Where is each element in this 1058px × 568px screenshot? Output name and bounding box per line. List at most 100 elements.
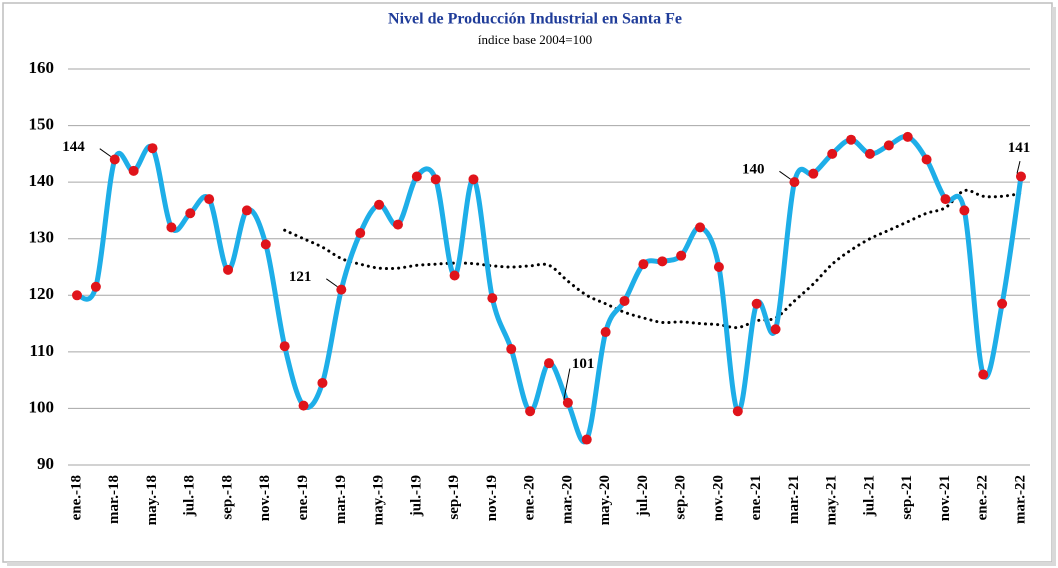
point bbox=[204, 194, 215, 205]
point bbox=[72, 290, 82, 301]
point bbox=[128, 165, 139, 176]
x-tick-label: sep.-20 bbox=[673, 475, 689, 520]
chart-subtitle: índice base 2004=100 bbox=[478, 32, 592, 47]
point bbox=[997, 298, 1008, 309]
point bbox=[732, 406, 743, 417]
y-tick-label: 130 bbox=[29, 228, 55, 247]
point bbox=[223, 264, 234, 275]
point bbox=[1016, 171, 1026, 182]
label-leader bbox=[563, 368, 571, 400]
y-tick-label: 160 bbox=[29, 58, 55, 77]
y-tick-label: 100 bbox=[29, 397, 55, 416]
x-tick-label: nov.-19 bbox=[484, 475, 500, 521]
x-tick-label: jul.-19 bbox=[408, 475, 424, 517]
point bbox=[864, 148, 875, 159]
point bbox=[411, 171, 422, 182]
x-tick-label: ene.-18 bbox=[68, 475, 84, 520]
y-tick-label: 150 bbox=[29, 114, 55, 133]
y-tick-label: 110 bbox=[29, 341, 54, 360]
point bbox=[279, 341, 290, 352]
x-tick-label: ene.-22 bbox=[975, 475, 991, 520]
chart-title: Nivel de Producción Industrial en Santa … bbox=[388, 11, 682, 28]
label-leader bbox=[779, 170, 791, 180]
point bbox=[978, 369, 989, 380]
label-leader bbox=[1016, 160, 1021, 174]
y-tick-label: 90 bbox=[37, 454, 54, 473]
point bbox=[846, 134, 857, 145]
point bbox=[751, 298, 762, 309]
point bbox=[506, 344, 517, 355]
x-tick-label: mar.-22 bbox=[1012, 475, 1028, 524]
x-tick-label: mar.-20 bbox=[559, 475, 575, 524]
x-tick-label: ene.-19 bbox=[295, 475, 311, 520]
point bbox=[713, 262, 724, 272]
point bbox=[600, 327, 611, 338]
point bbox=[581, 434, 592, 445]
x-tick-label: jul.-18 bbox=[182, 475, 198, 517]
point bbox=[109, 154, 120, 165]
point bbox=[166, 222, 177, 233]
point bbox=[147, 143, 158, 154]
point bbox=[185, 208, 196, 219]
y-tick-label: 120 bbox=[29, 284, 55, 303]
point bbox=[355, 228, 366, 239]
data-label: 121 bbox=[289, 269, 312, 285]
point bbox=[959, 205, 970, 216]
point bbox=[298, 400, 309, 411]
point bbox=[449, 270, 460, 281]
x-tick-label: may.-21 bbox=[824, 475, 840, 525]
x-tick-label: sep.-21 bbox=[899, 475, 915, 520]
point bbox=[562, 397, 573, 408]
data-label: 144 bbox=[62, 139, 85, 155]
x-tick-label: may.-19 bbox=[371, 475, 387, 525]
x-tick-label: mar.-21 bbox=[786, 475, 802, 524]
point bbox=[487, 293, 498, 304]
x-tick-label: jul.-21 bbox=[861, 475, 877, 517]
data-label: 141 bbox=[1008, 140, 1031, 156]
x-tick-label: sep.-19 bbox=[446, 475, 462, 520]
x-tick-label: may.-20 bbox=[597, 475, 613, 525]
label-leader bbox=[99, 148, 112, 157]
x-tick-label: nov.-21 bbox=[937, 475, 953, 521]
x-tick-label: mar.-19 bbox=[333, 475, 349, 524]
point bbox=[638, 259, 649, 270]
point bbox=[260, 239, 271, 250]
label-leader bbox=[326, 278, 338, 288]
point bbox=[657, 256, 668, 267]
x-tick-label: mar.-18 bbox=[106, 475, 122, 524]
data-label: 101 bbox=[572, 356, 595, 372]
point bbox=[317, 377, 328, 388]
x-tick-label: nov.-20 bbox=[710, 475, 726, 521]
x-tick-label: jul.-20 bbox=[635, 475, 651, 517]
point bbox=[374, 199, 385, 210]
x-tick-label: may.-18 bbox=[144, 475, 160, 525]
point bbox=[695, 222, 706, 233]
point bbox=[392, 219, 403, 230]
point bbox=[468, 174, 479, 185]
point bbox=[90, 281, 101, 292]
x-tick-label: nov.-18 bbox=[257, 475, 273, 521]
point bbox=[940, 194, 951, 205]
point bbox=[808, 168, 819, 179]
y-tick-label: 140 bbox=[29, 171, 55, 190]
point bbox=[921, 154, 932, 165]
shadow bbox=[7, 562, 1056, 566]
point bbox=[525, 406, 536, 417]
x-tick-label: ene.-21 bbox=[748, 475, 764, 520]
point bbox=[619, 295, 630, 306]
x-tick-label: sep.-18 bbox=[219, 475, 235, 520]
point bbox=[902, 131, 913, 142]
point bbox=[770, 324, 781, 335]
trend-line bbox=[283, 188, 1023, 330]
point bbox=[544, 358, 554, 369]
x-tick-label: ene.-20 bbox=[522, 475, 538, 520]
point bbox=[883, 140, 894, 151]
point bbox=[430, 174, 441, 185]
shadow bbox=[1052, 7, 1056, 565]
point bbox=[241, 205, 252, 216]
point bbox=[336, 284, 347, 295]
point bbox=[789, 177, 800, 188]
point bbox=[827, 148, 838, 159]
